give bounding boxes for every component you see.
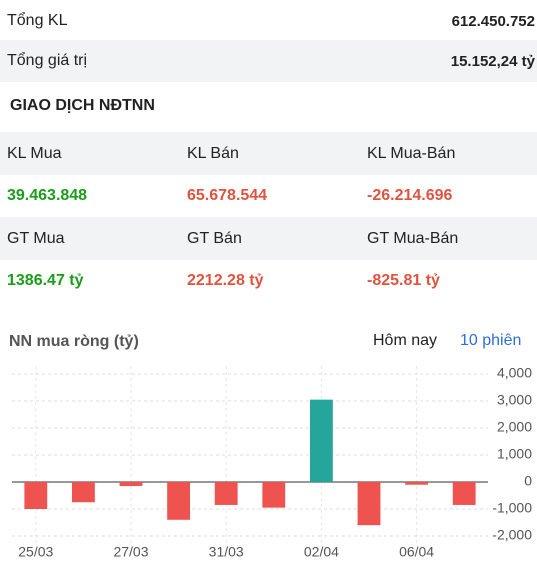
bar [214,482,238,505]
table-value-row: 1386.47 tỷ 2212.28 tỷ -825.81 tỷ [0,260,537,303]
y-tick-label: 2,000 [497,419,532,435]
cell: 1386.47 tỷ [7,272,84,289]
y-tick-label: 0 [524,473,532,489]
x-tick-label: 02/04 [304,544,339,560]
value: 15.152,24 tỷ [450,52,535,70]
tab[interactable]: Hôm nay [373,332,438,349]
table-header-row: GT Mua GT Bán GT Mua-Bán [0,217,537,260]
bar [405,482,429,485]
tab-active[interactable]: 10 phiên [460,332,522,349]
chart-title: NN mua ròng (tỷ) [9,333,139,350]
bar [452,482,476,505]
bar [71,482,95,503]
cell: -26.214.696 [367,187,453,204]
label: Tổng KL [7,12,68,29]
table-value-row: 39.463.848 65.678.544 -26.214.696 [0,175,537,218]
summary-row: Tổng KL 612.450.752 [0,0,537,42]
y-tick-label: -1,000 [492,500,532,516]
cell: KL Bán [187,144,239,162]
y-tick-label: 3,000 [497,392,532,408]
cell: KL Mua [7,144,62,162]
section-title: GIAO DỊCH NĐTNN [10,97,155,114]
bar [119,482,143,487]
x-tick-label: 06/04 [399,544,434,560]
cell: 65.678.544 [187,187,268,204]
label: Tổng giá trị [7,52,88,69]
x-tick-label: 27/03 [113,544,148,560]
cell: KL Mua-Bán [367,144,456,162]
cell: 2212.28 tỷ [187,272,264,289]
table-header-row: KL Mua KL Bán KL Mua-Bán [0,132,537,175]
cell: GT Bán [187,229,242,247]
cell: GT Mua-Bán [367,229,459,247]
bar [357,482,381,526]
bar [309,399,333,482]
summary-row: Tổng giá trị 15.152,24 tỷ [0,40,537,82]
y-tick-label: 1,000 [497,446,532,462]
bar [167,482,191,520]
bar [24,482,48,509]
cell: -825.81 tỷ [367,272,440,289]
cell: 39.463.848 [7,187,88,204]
y-tick-label: -2,000 [492,527,532,543]
cell: GT Mua [7,229,65,247]
bar [262,482,286,508]
x-tick-label: 31/03 [209,544,244,560]
x-tick-label: 25/03 [18,544,53,560]
y-tick-label: 4,000 [497,365,532,381]
value: 612.450.752 [451,12,535,30]
